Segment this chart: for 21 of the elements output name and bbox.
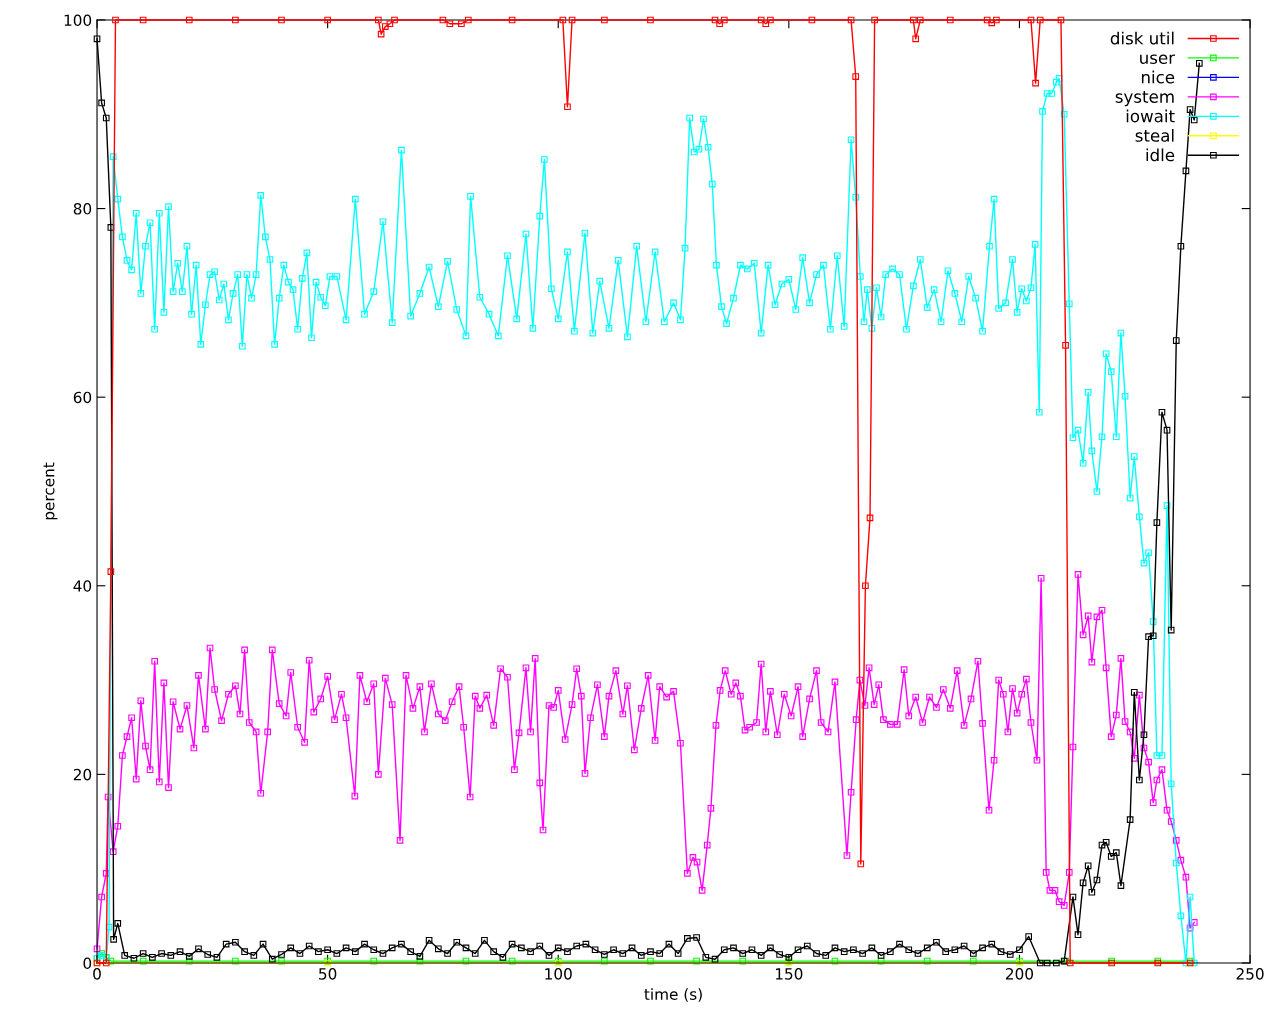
y-tick-label: 80 xyxy=(73,203,92,215)
y-tick-label: 20 xyxy=(73,768,92,781)
legend-label: steal xyxy=(1135,128,1174,142)
legend-label: disk util xyxy=(1110,31,1174,45)
x-tick-label: 50 xyxy=(319,968,337,980)
y-tick-label: 60 xyxy=(73,391,92,404)
legend-label: idle xyxy=(1146,148,1175,162)
x-axis-title: time (s) xyxy=(644,988,702,1002)
y-tick-label: 0 xyxy=(83,957,92,969)
legend-label: iowait xyxy=(1126,109,1175,123)
legend-label: user xyxy=(1140,54,1176,64)
x-tick-label: 200 xyxy=(1005,968,1034,980)
x-tick-label: 250 xyxy=(1236,968,1264,980)
y-tick-label: 100 xyxy=(64,14,92,26)
legend-label: system xyxy=(1115,90,1174,107)
x-tick-label: 150 xyxy=(775,968,803,980)
legend-label: nice xyxy=(1141,70,1175,84)
y-axis-title: percent xyxy=(43,462,58,520)
x-tick-label: 0 xyxy=(93,968,101,980)
x-tick-label: 100 xyxy=(545,968,572,980)
y-tick-label: 40 xyxy=(73,580,92,592)
